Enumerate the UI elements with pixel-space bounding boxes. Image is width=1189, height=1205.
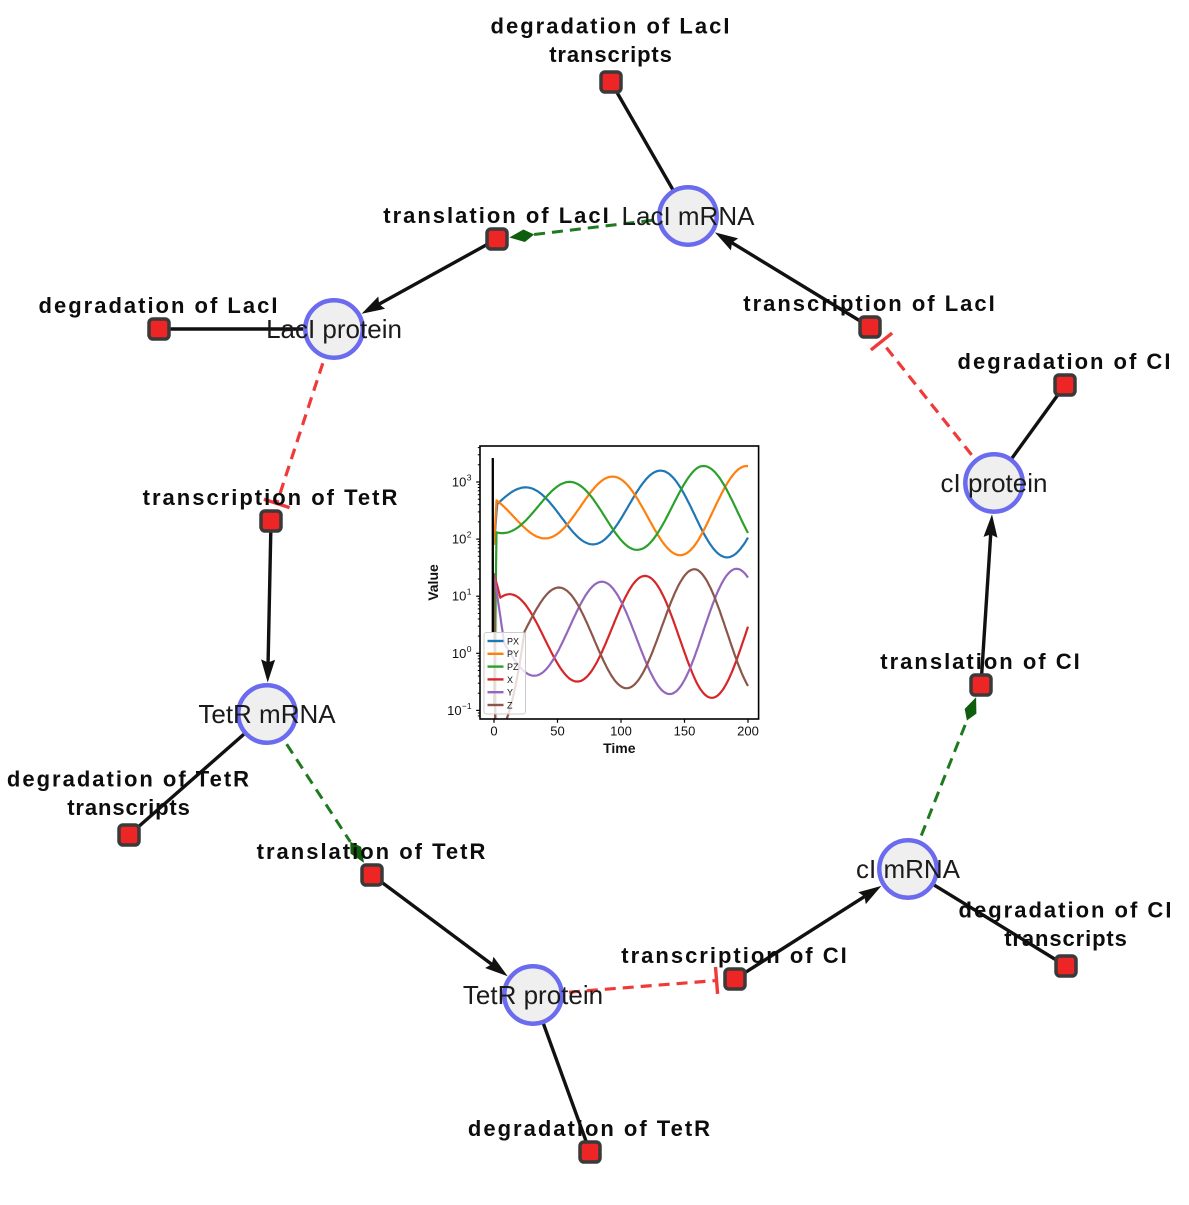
svg-text:degradation of CI: degradation of CI [958, 349, 1173, 374]
svg-text:transcripts: transcripts [1004, 926, 1128, 951]
svg-text:Time: Time [603, 740, 636, 756]
svg-text:10: 10 [447, 703, 461, 718]
svg-text:1: 1 [467, 587, 472, 597]
svg-text:degradation of LacI: degradation of LacI [491, 14, 732, 39]
svg-text:3: 3 [467, 473, 472, 483]
svg-text:PY: PY [507, 649, 519, 659]
svg-text:10: 10 [452, 532, 466, 547]
svg-text:TetR protein: TetR protein [463, 980, 603, 1010]
svg-text:translation of CI: translation of CI [880, 649, 1081, 674]
svg-text:transcription of TetR: transcription of TetR [143, 485, 400, 510]
svg-text:degradation of LacI: degradation of LacI [39, 293, 280, 318]
svg-text:0: 0 [467, 644, 472, 654]
svg-text:−1: −1 [462, 701, 472, 711]
svg-text:degradation of CI: degradation of CI [959, 898, 1174, 923]
svg-text:TetR mRNA: TetR mRNA [198, 699, 336, 729]
svg-text:Y: Y [507, 688, 513, 698]
svg-text:LacI protein: LacI protein [266, 314, 402, 344]
svg-text:degradation of TetR: degradation of TetR [468, 1116, 712, 1141]
svg-text:10: 10 [452, 646, 466, 661]
svg-text:X: X [507, 675, 513, 685]
svg-text:Z: Z [507, 700, 513, 710]
svg-text:transcription of CI: transcription of CI [621, 943, 848, 968]
svg-text:PX: PX [507, 636, 519, 646]
svg-text:Value: Value [425, 564, 441, 601]
svg-text:transcription of LacI: transcription of LacI [743, 291, 996, 316]
svg-text:50: 50 [550, 724, 564, 739]
svg-text:LacI mRNA: LacI mRNA [622, 201, 756, 231]
svg-text:100: 100 [610, 724, 632, 739]
svg-text:150: 150 [674, 724, 696, 739]
svg-text:10: 10 [452, 475, 466, 490]
svg-text:cI protein: cI protein [941, 468, 1048, 498]
svg-text:2: 2 [467, 530, 472, 540]
svg-text:cI mRNA: cI mRNA [856, 854, 961, 884]
svg-text:transcripts: transcripts [67, 795, 191, 820]
svg-text:translation of LacI: translation of LacI [383, 203, 610, 228]
svg-text:PZ: PZ [507, 662, 519, 672]
svg-text:translation of TetR: translation of TetR [257, 839, 488, 864]
svg-text:0: 0 [490, 724, 497, 739]
svg-text:10: 10 [452, 589, 466, 604]
svg-text:transcripts: transcripts [549, 42, 673, 67]
svg-text:200: 200 [737, 724, 759, 739]
svg-text:degradation of TetR: degradation of TetR [7, 767, 251, 792]
